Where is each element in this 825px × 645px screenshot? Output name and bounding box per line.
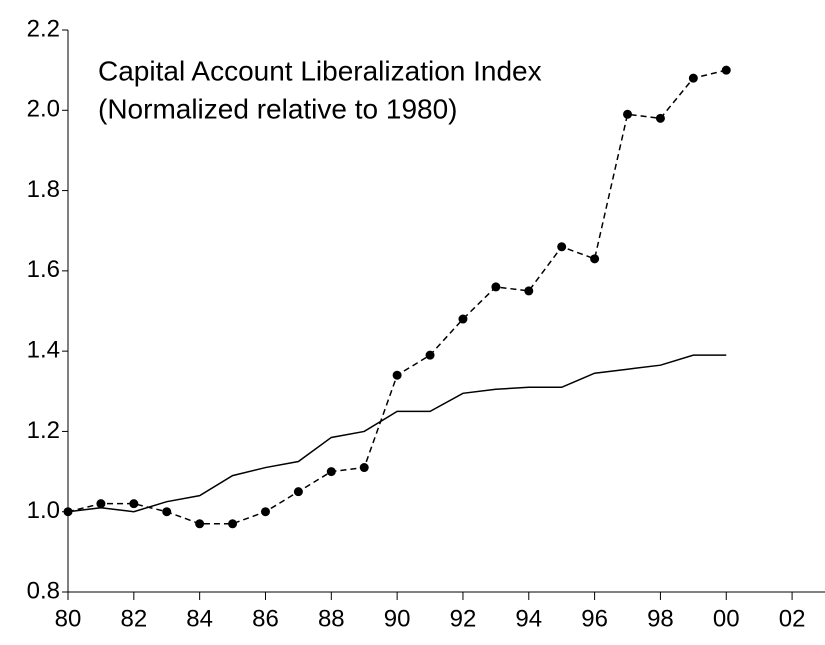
y-tick-label: 1.4 <box>27 336 60 363</box>
series-marker <box>195 519 205 529</box>
series-marker <box>129 499 139 509</box>
series-marker <box>392 370 402 380</box>
series-marker <box>655 113 665 123</box>
series-line <box>67 354 727 513</box>
series-line <box>67 69 727 525</box>
series-marker <box>425 350 435 360</box>
series-marker <box>228 519 238 529</box>
x-tick-label: 02 <box>779 605 806 632</box>
series-marker <box>96 499 106 509</box>
series-marker <box>491 282 501 292</box>
series-marker <box>590 254 600 264</box>
series-marker <box>557 242 567 252</box>
series-marker <box>326 467 336 477</box>
annotation: Capital Account Liberalization Index <box>98 55 542 86</box>
x-tick-label: 98 <box>647 605 674 632</box>
y-tick-label: 2.2 <box>27 15 60 42</box>
x-tick-label: 90 <box>384 605 411 632</box>
x-tick-label: 96 <box>581 605 608 632</box>
x-tick-label: 88 <box>318 605 345 632</box>
y-tick-label: 2.0 <box>27 96 60 123</box>
y-tick-label: 1.0 <box>27 497 60 524</box>
series-marker <box>260 507 270 517</box>
y-tick-label: 1.8 <box>27 176 60 203</box>
series-marker <box>721 65 731 75</box>
annotation: (Normalized relative to 1980) <box>98 93 458 124</box>
x-tick-label: 84 <box>186 605 213 632</box>
x-tick-label: 92 <box>450 605 477 632</box>
x-tick-label: 00 <box>713 605 740 632</box>
y-tick-label: 1.6 <box>27 256 60 283</box>
x-tick-label: 86 <box>252 605 279 632</box>
y-tick-label: 0.8 <box>27 577 60 604</box>
x-tick-label: 82 <box>120 605 147 632</box>
series-marker <box>458 314 468 324</box>
y-tick-label: 1.2 <box>27 417 60 444</box>
series-marker <box>359 463 369 473</box>
series-marker <box>524 286 534 296</box>
x-tick-label: 80 <box>55 605 82 632</box>
series-marker <box>162 507 172 517</box>
series-marker <box>293 487 303 497</box>
x-tick-label: 94 <box>515 605 542 632</box>
series-marker <box>63 507 73 517</box>
series-marker <box>623 109 633 119</box>
series-marker <box>688 73 698 83</box>
